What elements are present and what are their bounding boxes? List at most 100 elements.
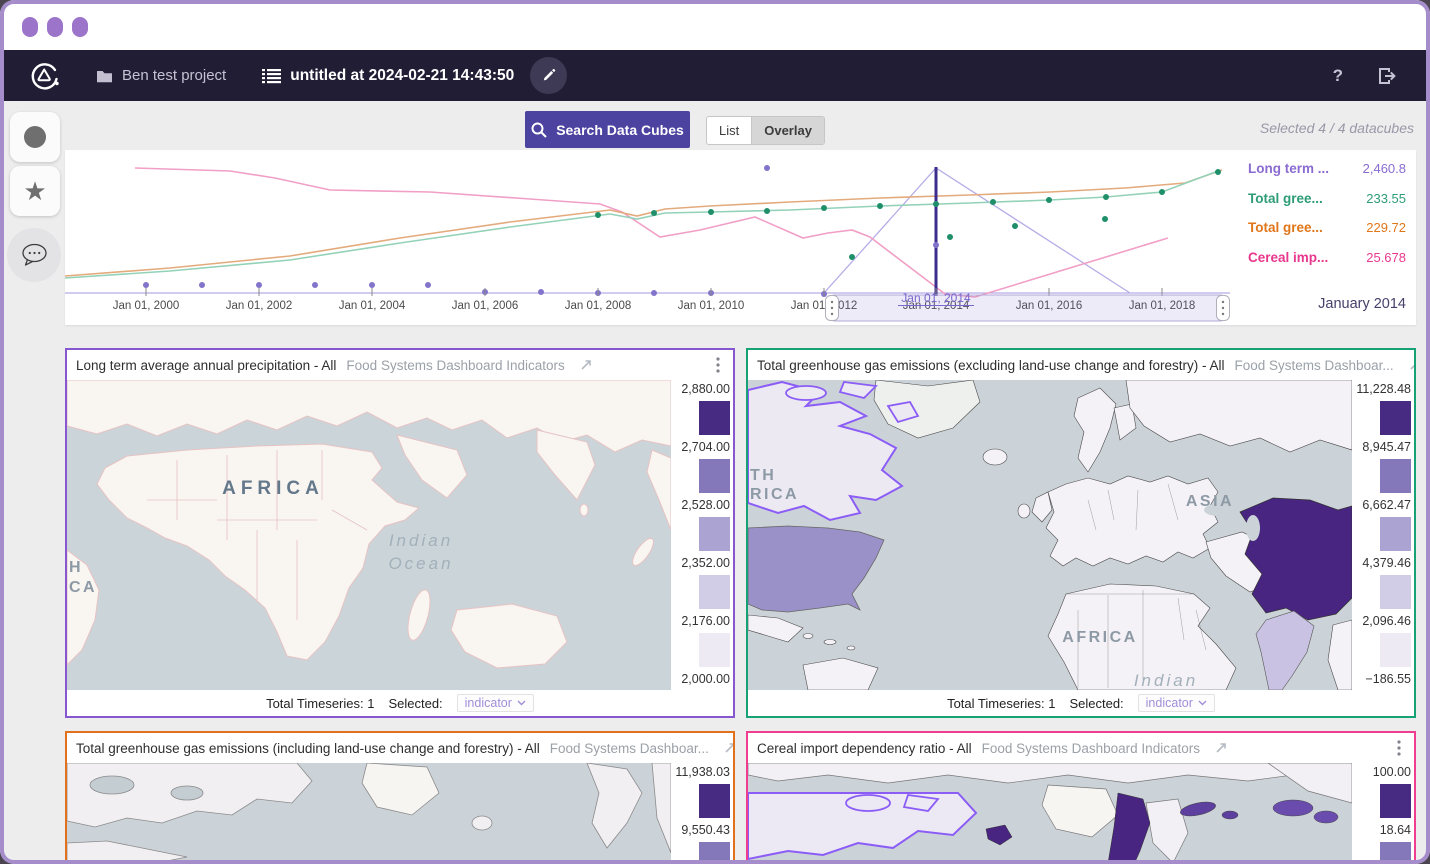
map-label-na-2: RICA — [750, 486, 799, 503]
svg-text:Jan 01, 2002: Jan 01, 2002 — [226, 300, 293, 312]
breadcrumb-project[interactable]: Ben test project — [96, 67, 226, 84]
card-footer: Total Timeseries: 1 Selected: indicator — [67, 690, 733, 716]
feedback-chat-button[interactable] — [7, 228, 61, 282]
series-lavender-peak — [824, 168, 1130, 293]
selected-label: Selected: — [1069, 696, 1123, 711]
total-timeseries: Total Timeseries: 1 — [266, 696, 374, 711]
document-title-group: untitled at 2024-02-21 14:43:50 — [262, 67, 514, 85]
scale-swatch — [1380, 459, 1411, 493]
map-label-asia: ASIA — [1186, 493, 1234, 510]
sidebar-item-favorites[interactable]: ★ — [10, 166, 60, 216]
timeline-legend: Long term ...2,460.8 Total gree...233.55… — [1248, 161, 1406, 279]
timeline-chart[interactable]: Jan 01, 2000Jan 01, 2002Jan 01, 2004Jan … — [65, 150, 1416, 325]
list-icon — [262, 68, 281, 84]
datacube-card-cereal-import: Cereal import dependency ratio - All Foo… — [746, 731, 1416, 864]
expand-button[interactable] — [579, 358, 593, 372]
card-source: Food Systems Dashboard Indicators — [982, 741, 1200, 756]
view-toggle-list[interactable]: List — [707, 117, 751, 144]
brush-handle-right[interactable] — [1217, 296, 1230, 321]
map-label-edge-1: H — [69, 559, 83, 576]
card-title: Long term average annual precipitation -… — [76, 358, 336, 373]
series-orange — [65, 170, 1222, 276]
north-europe-map[interactable] — [748, 763, 1352, 864]
datacube-card-precipitation: Long term average annual precipitation -… — [65, 348, 735, 718]
scale-swatch — [1380, 517, 1411, 551]
scale-swatch — [699, 575, 730, 609]
archipelago-shaded — [1273, 800, 1313, 816]
edit-title-button[interactable] — [530, 57, 567, 94]
expand-button[interactable] — [1408, 358, 1416, 372]
color-scale: 11,938.03 9,550.43 — [671, 763, 733, 864]
kebab-icon — [716, 357, 720, 373]
legend-item[interactable]: Total gree...229.72 — [1248, 220, 1406, 241]
scale-swatch — [1380, 842, 1411, 864]
card-header: Total greenhouse gas emissions (includin… — [67, 733, 733, 763]
window-control-dot[interactable] — [47, 17, 63, 37]
expand-icon — [1408, 358, 1416, 372]
color-scale: 100.00 18.64 — [1352, 763, 1414, 864]
series-pink — [135, 168, 1168, 297]
pencil-icon — [541, 68, 556, 83]
map-label-edge-2: CA — [69, 579, 97, 596]
expand-icon — [723, 741, 735, 755]
map-label-africa: AFRICA — [222, 478, 324, 499]
svg-text:Jan 01, 2000: Jan 01, 2000 — [113, 300, 180, 312]
map-body[interactable]: TH RICA ASIA AFRICA Indian — [748, 380, 1352, 695]
map-body[interactable] — [748, 763, 1352, 864]
star-icon: ★ — [23, 178, 46, 204]
card-header: Cereal import dependency ratio - All Foo… — [748, 733, 1414, 763]
brush-handle-left[interactable] — [826, 296, 839, 321]
search-data-cubes-button[interactable]: Search Data Cubes — [525, 111, 690, 148]
scale-swatch — [1380, 401, 1411, 435]
window-control-dot[interactable] — [72, 17, 88, 37]
legend-item[interactable]: Cereal imp...25.678 — [1248, 250, 1406, 271]
window-control-dot[interactable] — [22, 17, 38, 37]
card-source: Food Systems Dashboar... — [1235, 358, 1394, 373]
card-title: Cereal import dependency ratio - All — [757, 741, 972, 756]
logout-icon[interactable] — [1377, 66, 1398, 86]
circle-icon — [24, 126, 46, 148]
chevron-down-icon — [1198, 700, 1207, 706]
scale-swatch — [699, 842, 730, 864]
project-label: Ben test project — [122, 67, 226, 84]
map-body[interactable]: AFRICA Indian Ocean H CA — [67, 380, 671, 695]
navbar: Ben test project untitled at 2024-02-21 … — [4, 50, 1426, 101]
svg-text:Jan 01, 2008: Jan 01, 2008 — [565, 300, 632, 312]
kebab-menu[interactable] — [712, 355, 724, 375]
svg-text:Jan 01, 2010: Jan 01, 2010 — [678, 300, 745, 312]
scale-swatch — [699, 633, 730, 667]
north-atlantic-map[interactable] — [67, 763, 671, 864]
legend-item[interactable]: Long term ...2,460.8 — [1248, 161, 1406, 182]
selection-summary: Selected 4 / 4 datacubes — [1260, 120, 1414, 136]
total-timeseries: Total Timeseries: 1 — [947, 696, 1055, 711]
legend-item[interactable]: Total gree...233.55 — [1248, 191, 1406, 212]
africa-map[interactable]: AFRICA Indian Ocean H CA — [67, 380, 671, 690]
caspian-sea — [1246, 515, 1260, 541]
sidebar-item-home[interactable] — [10, 112, 60, 162]
timeline-series — [65, 168, 1230, 297]
app-logo-icon[interactable] — [28, 60, 60, 92]
island-shaded — [1222, 811, 1238, 819]
card-source: Food Systems Dashboard Indicators — [346, 358, 564, 373]
indicator-dropdown[interactable]: indicator — [457, 694, 534, 712]
color-scale: 2,880.00 2,704.00 2,528.00 2,352.00 2,17… — [671, 380, 733, 716]
app-window: Ben test project untitled at 2024-02-21 … — [0, 0, 1430, 864]
expand-button[interactable] — [723, 741, 735, 755]
map-label-na-1: TH — [750, 467, 776, 484]
help-button[interactable]: ? — [1333, 66, 1343, 86]
kebab-menu[interactable] — [1393, 738, 1405, 758]
world-map[interactable]: TH RICA ASIA AFRICA Indian — [748, 380, 1352, 690]
card-title: Total greenhouse gas emissions (includin… — [76, 741, 540, 756]
expand-button[interactable] — [1214, 741, 1228, 755]
expand-icon — [579, 358, 593, 372]
map-label-ocean-2: Ocean — [388, 554, 453, 573]
view-toggle: List Overlay — [706, 116, 825, 145]
map-body[interactable] — [67, 763, 671, 864]
indicator-dropdown[interactable]: indicator — [1138, 694, 1215, 712]
chevron-down-icon — [517, 700, 526, 706]
map-label-ocean-1: Indian — [389, 531, 453, 550]
view-toggle-overlay[interactable]: Overlay — [751, 117, 824, 144]
card-source: Food Systems Dashboar... — [550, 741, 709, 756]
time-brush[interactable] — [832, 295, 1223, 321]
navbar-right: ? — [1333, 66, 1398, 86]
